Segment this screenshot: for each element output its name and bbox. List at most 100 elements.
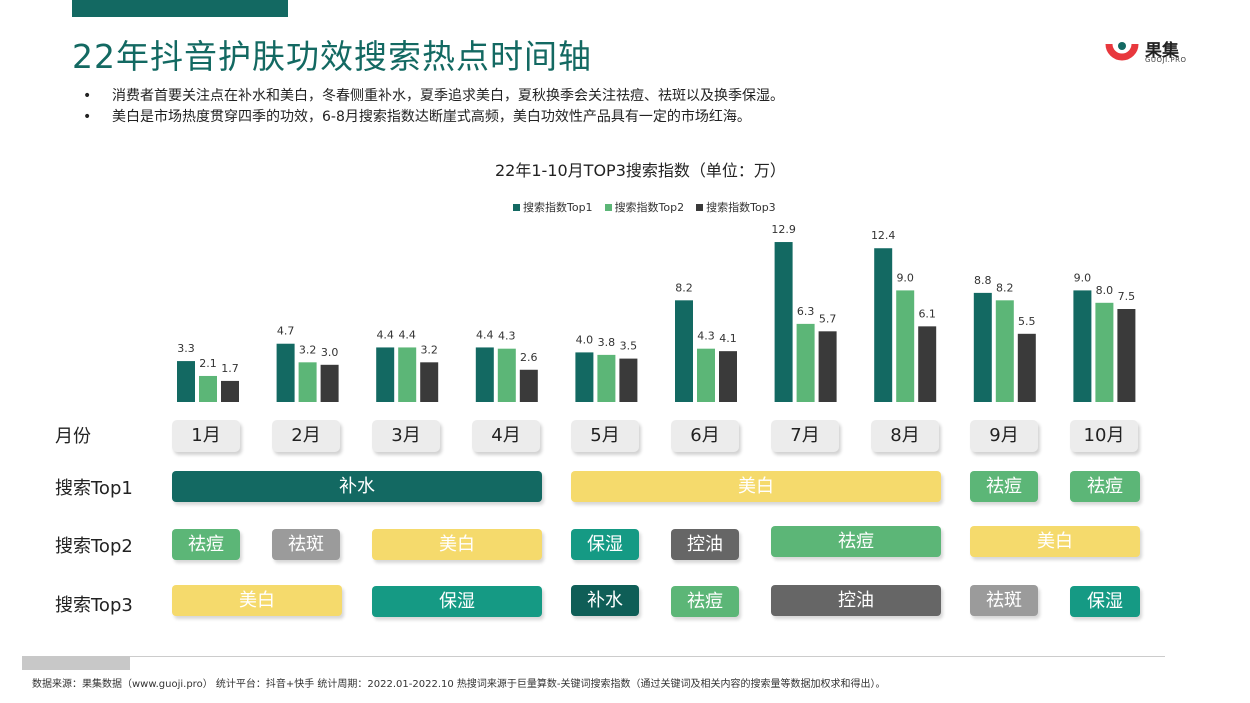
bar-1	[475, 347, 494, 402]
data-label: 2.6	[520, 351, 538, 364]
month-box: 4月	[472, 420, 540, 452]
tag-top3: 保湿	[372, 586, 542, 617]
bar-2	[597, 354, 616, 402]
month-box: 9月	[970, 420, 1038, 452]
tag-top2: 祛痘	[172, 529, 240, 560]
bar-1	[874, 248, 893, 402]
tag-top3: 控油	[771, 585, 941, 616]
tag-top1: 美白	[571, 471, 941, 502]
row-label-top3: 搜索Top3	[55, 595, 133, 616]
bar-2	[298, 362, 317, 402]
tag-top3: 补水	[571, 585, 639, 616]
data-label: 4.3	[498, 330, 516, 343]
month-box: 5月	[571, 420, 639, 452]
data-label: 9.0	[896, 271, 914, 284]
tag-top2: 控油	[671, 529, 739, 560]
bar-3	[1117, 309, 1136, 402]
tag-top1: 祛痘	[970, 471, 1038, 502]
bar-2	[896, 290, 915, 402]
data-label: 5.5	[1018, 315, 1036, 328]
data-label: 8.8	[974, 274, 992, 287]
month-box: 6月	[671, 420, 739, 452]
tag-top2: 美白	[372, 529, 542, 560]
month-box: 2月	[272, 420, 340, 452]
month-box: 1月	[172, 420, 240, 452]
data-label: 6.3	[797, 305, 815, 318]
data-label: 3.3	[177, 342, 195, 355]
legend-swatch	[513, 203, 520, 211]
header-accent-bar	[72, 0, 288, 17]
logo-subtitle: GUOJI.PRO	[1145, 56, 1187, 64]
row-label-top1: 搜索Top1	[55, 478, 133, 499]
bar-3	[1017, 333, 1036, 402]
data-label: 4.3	[697, 330, 715, 343]
data-label: 12.4	[871, 229, 896, 242]
footer-accent-bar	[22, 656, 130, 670]
bar-2	[995, 300, 1014, 402]
bar-2	[796, 323, 815, 402]
page-title: 22年抖音护肤功效搜索热点时间轴	[72, 37, 592, 76]
search-index-bar-chart: 3.3 2.1 1.7 4.7 3.2 3.0 4.4 4.4 3.2 4.4 4.3 2.6 4.0 3…	[177, 223, 1136, 402]
footer-divider	[22, 656, 1165, 657]
legend-swatch	[604, 203, 612, 211]
data-label: 9.0	[1074, 271, 1092, 284]
tag-top2: 祛痘	[771, 526, 941, 557]
data-label: 4.0	[576, 333, 594, 346]
bar-3	[619, 358, 638, 402]
bar-3	[221, 380, 239, 402]
bar-3	[719, 351, 737, 402]
data-label: 8.0	[1096, 284, 1114, 297]
data-label: 4.7	[277, 325, 295, 338]
tag-top2: 祛斑	[272, 529, 340, 560]
row-label-month: 月份	[55, 426, 91, 447]
bar-2	[199, 375, 217, 402]
bullet-item: 消费者首要关注点在补水和美白，冬春侧重补水，夏季追求美白，夏秋换季会关注祛痘、祛…	[80, 86, 784, 107]
legend-label: 搜索指数Top2	[614, 201, 685, 214]
legend-item-top1: 搜索指数Top1	[513, 199, 593, 215]
tag-top1: 补水	[172, 471, 542, 502]
data-label: 3.8	[598, 336, 616, 349]
data-label: 4.1	[719, 332, 737, 345]
bar-1	[1073, 290, 1092, 402]
data-label: 12.9	[771, 223, 796, 236]
brand-logo: 果集 GUOJI.PRO	[1105, 34, 1195, 70]
data-label: 3.2	[420, 343, 438, 356]
bar-2	[497, 348, 516, 402]
legend-swatch	[696, 203, 704, 211]
tag-top3: 祛斑	[970, 585, 1038, 616]
month-box: 8月	[871, 420, 939, 452]
bullet-item: 美白是市场热度贯穿四季的功效，6-8月搜索指数达断崖式高频，美白功效性产品具有一…	[80, 107, 784, 128]
chart-legend: 搜索指数Top1 搜索指数Top2 搜索指数Top3	[513, 199, 776, 215]
data-label: 4.4	[398, 328, 416, 341]
bar-1	[276, 343, 295, 402]
bar-2	[398, 347, 417, 402]
legend-item-top3: 搜索指数Top3	[696, 199, 776, 215]
bar-3	[918, 326, 937, 402]
month-box: 10月	[1070, 420, 1138, 452]
bar-1	[973, 292, 992, 402]
data-label: 1.7	[221, 362, 239, 375]
tag-top3: 祛痘	[671, 586, 739, 617]
tag-top2: 保湿	[571, 529, 639, 560]
data-label: 7.5	[1118, 290, 1136, 303]
bar-3	[420, 362, 439, 402]
data-label: 8.2	[675, 281, 693, 294]
tag-top3: 美白	[172, 585, 342, 616]
data-label: 4.4	[476, 328, 494, 341]
legend-label: 搜索指数Top1	[523, 201, 593, 214]
bar-1	[774, 242, 793, 402]
data-label: 3.0	[321, 346, 339, 359]
footer-source: 数据来源：果集数据（www.guoji.pro） 统计平台：抖音+快手 统计周期…	[32, 679, 886, 690]
bar-3	[519, 369, 538, 402]
logo-name: 果集	[1145, 41, 1179, 61]
data-label: 3.2	[299, 343, 317, 356]
tag-top2: 美白	[970, 526, 1140, 557]
bar-1	[177, 361, 195, 402]
chart-title: 22年1-10月TOP3搜索指数（单位：万）	[495, 161, 786, 180]
bar-1	[675, 300, 693, 402]
bar-1	[575, 352, 594, 402]
data-label: 3.5	[620, 340, 638, 353]
legend-item-top2: 搜索指数Top2	[604, 199, 685, 215]
logo-mark-icon	[1105, 42, 1139, 61]
bar-1	[376, 347, 395, 402]
